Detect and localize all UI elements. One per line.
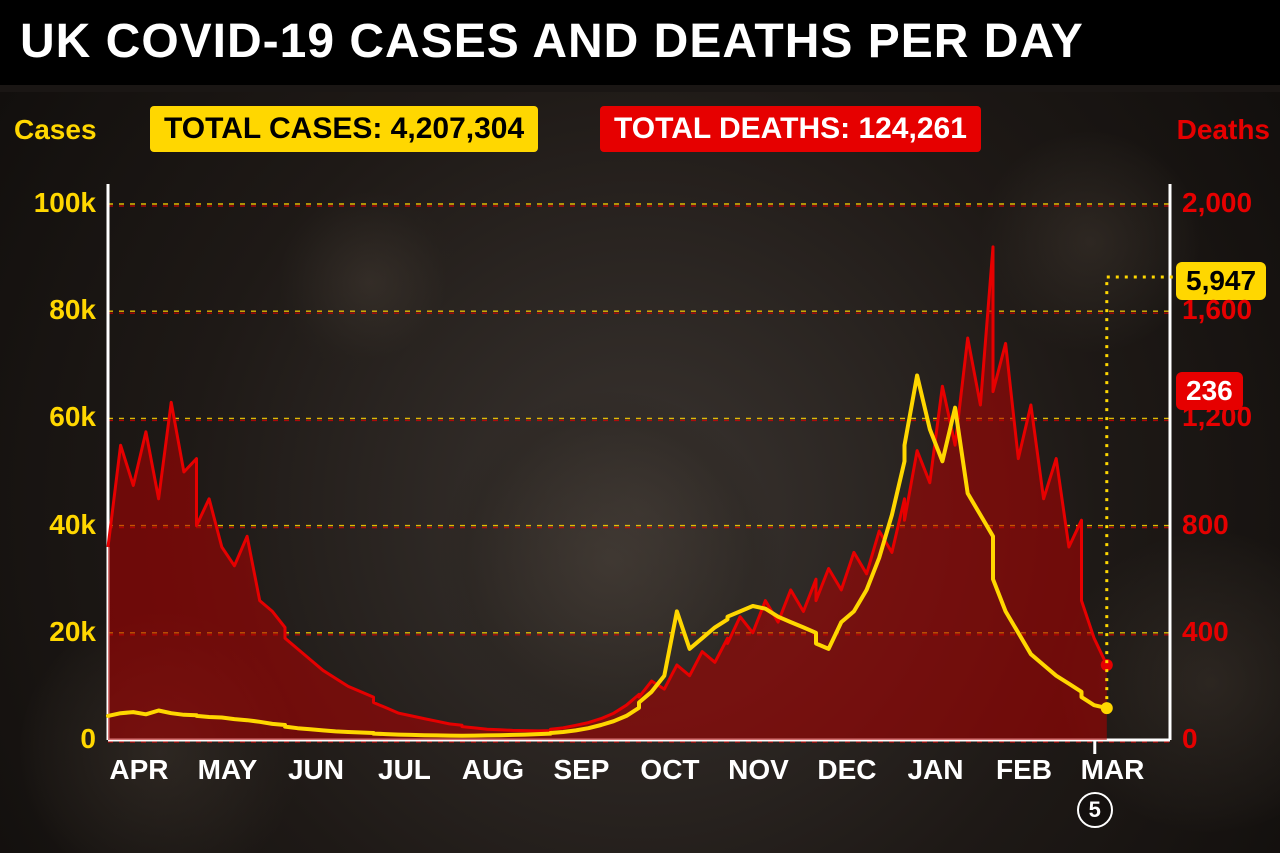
month-label: OCT <box>640 754 699 786</box>
chart-area: TOTAL CASES: 4,207,304 TOTAL DEATHS: 124… <box>0 92 1280 853</box>
left-tick-label: 80k <box>0 294 96 326</box>
date-marker-label: 5 <box>1089 797 1101 823</box>
month-label: AUG <box>462 754 524 786</box>
month-label: NOV <box>728 754 789 786</box>
right-tick-label: 2,000 <box>1182 187 1272 219</box>
left-tick-label: 0 <box>0 723 96 755</box>
month-label: FEB <box>996 754 1052 786</box>
right-tick-label: 0 <box>1182 723 1272 755</box>
left-tick-label: 60k <box>0 401 96 433</box>
chart-svg <box>0 92 1280 853</box>
date-marker: 5 <box>1077 792 1113 828</box>
left-tick-label: 100k <box>0 187 96 219</box>
month-label: MAR <box>1081 754 1145 786</box>
right-tick-label: 1,200 <box>1182 401 1272 433</box>
month-label: SEP <box>553 754 609 786</box>
right-tick-label: 800 <box>1182 509 1272 541</box>
month-label: APR <box>109 754 168 786</box>
month-label: JAN <box>907 754 963 786</box>
right-tick-label: 1,600 <box>1182 294 1272 326</box>
chart-title: UK COVID-19 CASES AND DEATHS PER DAY <box>0 0 1280 85</box>
left-tick-label: 20k <box>0 616 96 648</box>
month-label: MAY <box>198 754 258 786</box>
month-label: DEC <box>817 754 876 786</box>
month-label: JUL <box>378 754 431 786</box>
left-tick-label: 40k <box>0 509 96 541</box>
right-tick-label: 400 <box>1182 616 1272 648</box>
month-label: JUN <box>288 754 344 786</box>
